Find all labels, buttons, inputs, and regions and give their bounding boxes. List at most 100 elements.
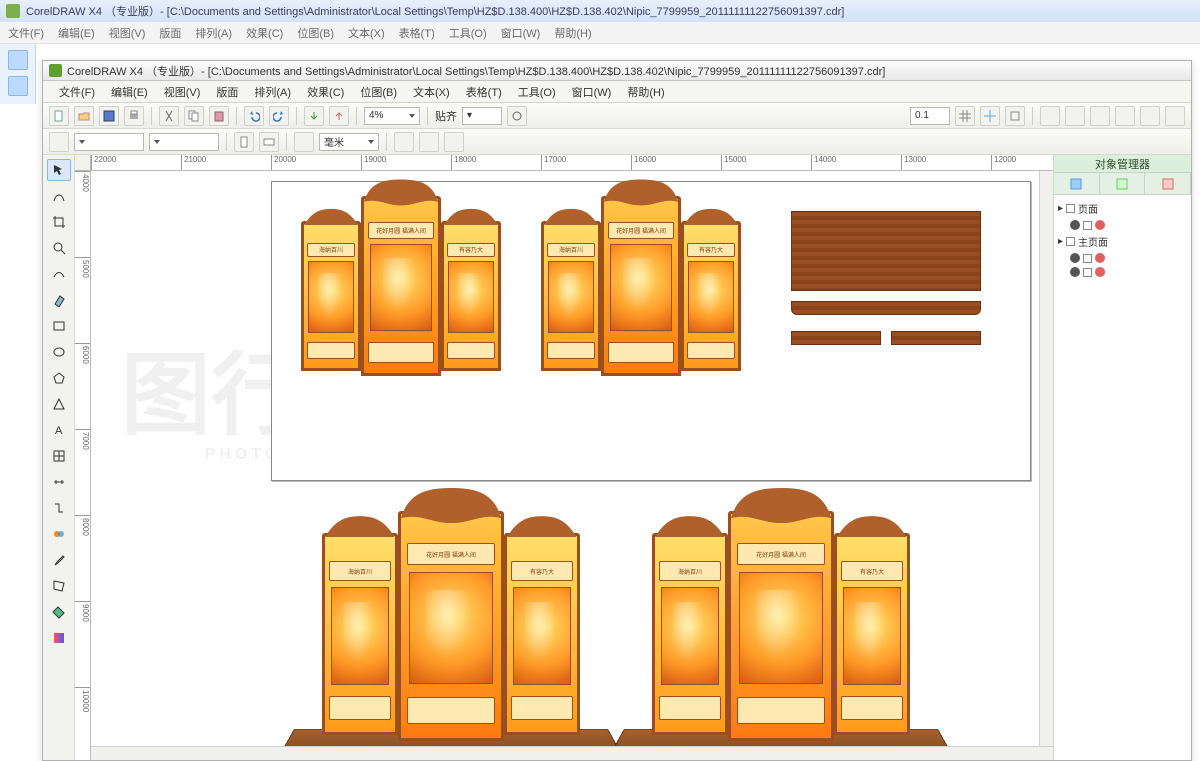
units-combo[interactable]: 毫米 — [319, 133, 379, 151]
menu-arrange[interactable]: 排列(A) — [248, 82, 297, 102]
menu-table[interactable]: 表格(T) — [460, 82, 508, 102]
dimension-tool[interactable] — [47, 471, 71, 493]
text-tool[interactable]: A — [47, 419, 71, 441]
menu-layout[interactable]: 版面 — [210, 82, 244, 102]
outer-menu-5[interactable]: 效果(C) — [246, 25, 283, 41]
grid-icon[interactable] — [955, 106, 975, 126]
layer-page: ▸页面 — [1058, 199, 1187, 218]
smart-fill-tool[interactable] — [47, 289, 71, 311]
menu-edit[interactable]: 编辑(E) — [105, 82, 154, 102]
outer-menu-6[interactable]: 位图(B) — [297, 25, 334, 41]
outer-menu-11[interactable]: 帮助(H) — [554, 25, 591, 41]
copy-button[interactable] — [184, 106, 204, 126]
horizontal-scrollbar[interactable] — [91, 746, 1053, 760]
tb-misc-e[interactable] — [1140, 106, 1160, 126]
property-bar: 毫米 — [43, 129, 1191, 155]
tb-misc-a[interactable] — [1040, 106, 1060, 126]
zoom-combo[interactable]: 4% — [364, 107, 420, 125]
interactive-fill-tool[interactable] — [47, 627, 71, 649]
fill-tool[interactable] — [47, 601, 71, 623]
paste-button[interactable] — [209, 106, 229, 126]
docker-tabs[interactable] — [1054, 173, 1191, 195]
outline-tool[interactable] — [47, 575, 71, 597]
undo-button[interactable] — [244, 106, 264, 126]
page-size-icon[interactable] — [49, 132, 69, 152]
horizontal-ruler[interactable]: 2200021000200001900018000170001600015000… — [75, 155, 1053, 171]
object-manager-docker: 对象管理器 ▸页面 ▸主页面 — [1053, 155, 1191, 760]
rectangle-tool[interactable] — [47, 315, 71, 337]
connector-tool[interactable] — [47, 497, 71, 519]
portrait-icon[interactable] — [234, 132, 254, 152]
outer-menu-2[interactable]: 视图(V) — [109, 25, 146, 41]
menu-tools[interactable]: 工具(O) — [512, 82, 562, 102]
tb-misc-c[interactable] — [1090, 106, 1110, 126]
print-button[interactable] — [124, 106, 144, 126]
outer-menubar[interactable]: 文件(F) 编辑(E) 视图(V) 版面 排列(A) 效果(C) 位图(B) 文… — [0, 22, 1200, 44]
export-button[interactable] — [329, 106, 349, 126]
polygon-tool[interactable] — [47, 367, 71, 389]
ellipse-tool[interactable] — [47, 341, 71, 363]
menu-text[interactable]: 文本(X) — [407, 82, 456, 102]
cut-button[interactable] — [159, 106, 179, 126]
menu-file[interactable]: 文件(F) — [53, 82, 101, 102]
snap-combo[interactable]: ▾ — [462, 107, 502, 125]
snap-label: 贴齐 — [435, 108, 457, 124]
outer-menu-7[interactable]: 文本(X) — [348, 25, 385, 41]
outer-menu-0[interactable]: 文件(F) — [8, 25, 44, 41]
snap-icon[interactable] — [1005, 106, 1025, 126]
options-button[interactable] — [507, 106, 527, 126]
outer-menu-10[interactable]: 窗口(W) — [501, 25, 541, 41]
menu-view[interactable]: 视图(V) — [158, 82, 207, 102]
canvas-viewport[interactable]: 图行天下PHOTOPHOTO.CN 图行天下PHOTOPHOTO.CN 海纳百川… — [91, 171, 1053, 760]
docker-tab-2[interactable] — [1100, 173, 1146, 194]
canvas-area: 2200021000200001900018000170001600015000… — [75, 155, 1053, 760]
menu-effects[interactable]: 效果(C) — [301, 82, 350, 102]
docker-tab-3[interactable] — [1145, 173, 1191, 194]
wood-plank-large — [791, 211, 981, 291]
crop-tool[interactable] — [47, 211, 71, 233]
page-height[interactable] — [149, 133, 219, 151]
open-button[interactable] — [74, 106, 94, 126]
redo-button[interactable] — [269, 106, 289, 126]
outer-menu-3[interactable]: 版面 — [159, 25, 181, 41]
prop-misc-2[interactable] — [444, 132, 464, 152]
inner-menubar[interactable]: 文件(F) 编辑(E) 视图(V) 版面 排列(A) 效果(C) 位图(B) 文… — [43, 81, 1191, 103]
docker-tab-1[interactable] — [1054, 173, 1100, 194]
outer-menu-9[interactable]: 工具(O) — [449, 25, 487, 41]
import-button[interactable] — [304, 106, 324, 126]
docker-body[interactable]: ▸页面 ▸主页面 — [1054, 195, 1191, 760]
units-icon[interactable] — [294, 132, 314, 152]
tb-misc-f[interactable] — [1165, 106, 1185, 126]
page-width[interactable] — [74, 133, 144, 151]
menu-help[interactable]: 帮助(H) — [621, 82, 670, 102]
outer-dock-icon[interactable] — [8, 50, 28, 70]
layer-master: ▸主页面 — [1058, 232, 1187, 251]
basic-shapes-tool[interactable] — [47, 393, 71, 415]
new-button[interactable] — [49, 106, 69, 126]
guides-icon[interactable] — [980, 106, 1000, 126]
tb-misc-d[interactable] — [1115, 106, 1135, 126]
outer-menu-8[interactable]: 表格(T) — [399, 25, 435, 41]
outer-menu-4[interactable]: 排列(A) — [195, 25, 232, 41]
freehand-tool[interactable] — [47, 263, 71, 285]
tb-misc-b[interactable] — [1065, 106, 1085, 126]
inner-title: CorelDRAW X4 （专业版）- [C:\Documents and Se… — [67, 63, 885, 79]
eyedropper-tool[interactable] — [47, 549, 71, 571]
pick-tool[interactable] — [47, 159, 71, 181]
outer-dock-icon[interactable] — [8, 76, 28, 96]
vertical-ruler[interactable]: 40005000600070008000900010000 — [75, 171, 91, 760]
save-button[interactable] — [99, 106, 119, 126]
zoom-tool[interactable] — [47, 237, 71, 259]
landscape-icon[interactable] — [259, 132, 279, 152]
outer-menu-1[interactable]: 编辑(E) — [58, 25, 95, 41]
ruler-origin[interactable] — [75, 155, 91, 171]
menu-window[interactable]: 窗口(W) — [566, 82, 618, 102]
dup-distance-icon[interactable] — [394, 132, 414, 152]
shape-tool[interactable] — [47, 185, 71, 207]
prop-misc-1[interactable] — [419, 132, 439, 152]
nudge-combo[interactable]: 0.1 — [910, 107, 950, 125]
vertical-scrollbar[interactable] — [1039, 171, 1053, 746]
interactive-blend-tool[interactable] — [47, 523, 71, 545]
table-tool[interactable] — [47, 445, 71, 467]
menu-bitmap[interactable]: 位图(B) — [354, 82, 403, 102]
